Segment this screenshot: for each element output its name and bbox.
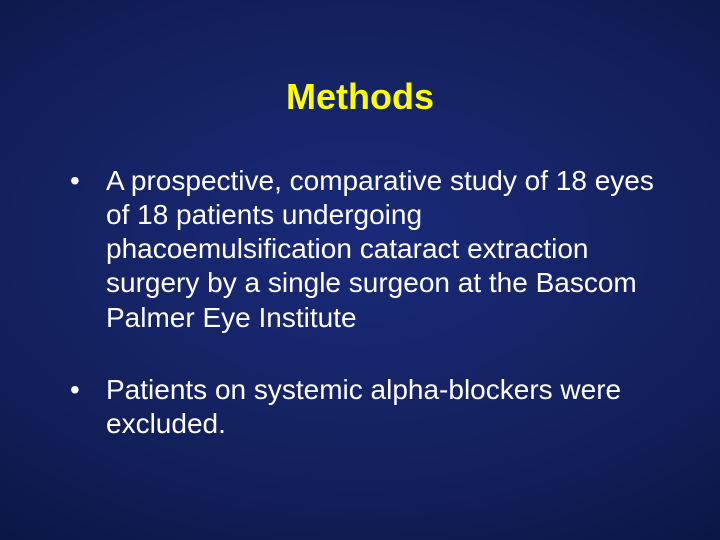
slide-body: • A prospective, comparative study of 18…	[70, 164, 660, 479]
slide: Methods • A prospective, comparative stu…	[0, 0, 720, 540]
bullet-text: A prospective, comparative study of 18 e…	[106, 164, 660, 335]
list-item: • Patients on systemic alpha-blockers we…	[70, 373, 660, 441]
bullet-icon: •	[70, 164, 106, 198]
list-item: • A prospective, comparative study of 18…	[70, 164, 660, 335]
slide-title: Methods	[0, 76, 720, 118]
bullet-text: Patients on systemic alpha-blockers were…	[106, 373, 660, 441]
bullet-icon: •	[70, 373, 106, 407]
